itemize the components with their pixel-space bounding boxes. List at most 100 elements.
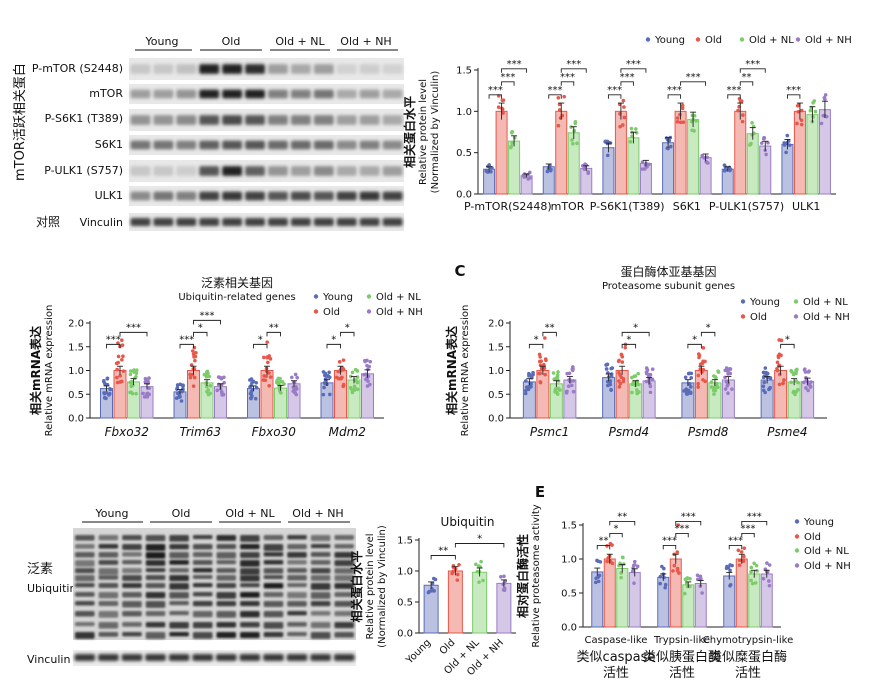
data-point (553, 387, 558, 392)
data-point (739, 550, 744, 554)
blot-d-band (310, 535, 331, 542)
blot-a-band (245, 218, 265, 226)
panel-d-blots: Young Old Old + NL Old + NH 泛素 Ubiquitin… (27, 507, 356, 666)
y-tick-label: 0.5 (397, 598, 413, 609)
blot-d-band (192, 592, 213, 597)
data-point (722, 168, 727, 173)
significance-bracket (741, 520, 768, 526)
significance-label: ** (617, 511, 627, 522)
x-tick-label-cn: 类似胰蛋白酶活性 (643, 649, 721, 681)
data-point (365, 384, 370, 388)
y-tick-label: 1.0 (561, 555, 577, 566)
blot-a-strip (129, 109, 404, 131)
data-point (548, 168, 553, 173)
data-point (496, 105, 501, 109)
data-point (662, 566, 666, 571)
blot-d-band (334, 575, 354, 582)
data-point (567, 371, 572, 376)
blot-d-band (216, 632, 237, 639)
data-point (475, 569, 480, 574)
data-point (292, 386, 297, 391)
y-axis-label-cn: 相关蛋白水平 (349, 550, 364, 622)
blot-a-band (382, 191, 403, 201)
blot-a-strip (129, 213, 404, 231)
blot-d-band (216, 601, 237, 607)
legend-label: Old + NL (803, 297, 848, 308)
blot-d-band (122, 552, 142, 557)
data-point (455, 572, 460, 577)
data-point (249, 396, 253, 401)
legend-label: Young (322, 292, 353, 303)
data-point (105, 377, 110, 381)
blot-d-band (192, 560, 213, 565)
data-point (537, 352, 542, 357)
bar (627, 137, 640, 195)
data-point (795, 103, 800, 108)
data-point (676, 523, 681, 527)
blot-a-band (222, 64, 243, 74)
data-point (254, 380, 259, 385)
data-point (803, 367, 807, 372)
blot-a-group-old-nh: Old + NH (340, 35, 391, 48)
blot-d-band (287, 632, 307, 637)
significance-label: *** (488, 85, 503, 96)
chart-a-protein-levels: 0.0 0.5 1.0 1.5 相关蛋白水平 Relative protein level… (402, 35, 852, 213)
blot-a-band (359, 64, 380, 74)
data-point (103, 381, 107, 386)
blot-a-band (199, 166, 220, 176)
blot-a-band (382, 218, 403, 226)
bar (694, 370, 708, 419)
data-point (348, 386, 353, 390)
blot-d-band (310, 583, 331, 590)
data-point (120, 338, 124, 343)
data-point (809, 380, 813, 384)
data-point (686, 371, 691, 376)
y-tick-label: 2.0 (68, 319, 84, 330)
blot-a-band (153, 191, 174, 201)
significance-bracket (620, 68, 647, 73)
data-point (724, 566, 729, 570)
blot-a-band (245, 166, 265, 176)
data-point (115, 367, 119, 372)
data-point (208, 391, 212, 396)
blot-d-band (310, 601, 331, 607)
legend-marker (793, 314, 799, 319)
data-point (794, 389, 799, 394)
data-point (696, 373, 701, 378)
blot-d-band (145, 575, 166, 581)
blot-d-band (216, 552, 237, 559)
data-point (609, 374, 614, 379)
data-point (754, 563, 759, 568)
blot-a-band (222, 140, 243, 150)
data-point (620, 555, 625, 560)
data-point (605, 153, 610, 158)
blot-a-band (153, 89, 174, 99)
data-point (736, 108, 740, 113)
data-point (648, 384, 653, 389)
blot-d-band (334, 568, 354, 574)
blot-a-band (336, 115, 357, 125)
data-point (680, 103, 685, 108)
x-tick-label-cn-line: 活性 (603, 666, 629, 681)
significance-bracket (609, 520, 636, 526)
bar (746, 133, 759, 195)
data-point (192, 375, 197, 380)
data-point (617, 371, 621, 375)
blot-a-band (359, 89, 380, 99)
bar (734, 110, 747, 195)
data-point (609, 366, 613, 371)
blot-d-band (287, 601, 307, 607)
blot-a-band (130, 140, 151, 150)
data-point (761, 370, 766, 375)
data-point (190, 349, 195, 353)
data-point (631, 569, 636, 574)
blot-d-band (98, 622, 119, 629)
blot-d-band (75, 560, 95, 567)
data-point (538, 380, 543, 384)
significance-bracket (609, 532, 623, 538)
data-point (695, 573, 700, 578)
significance-bracket (675, 532, 689, 538)
data-point (622, 105, 626, 109)
significance-bracket (741, 532, 755, 538)
data-point (759, 141, 764, 145)
